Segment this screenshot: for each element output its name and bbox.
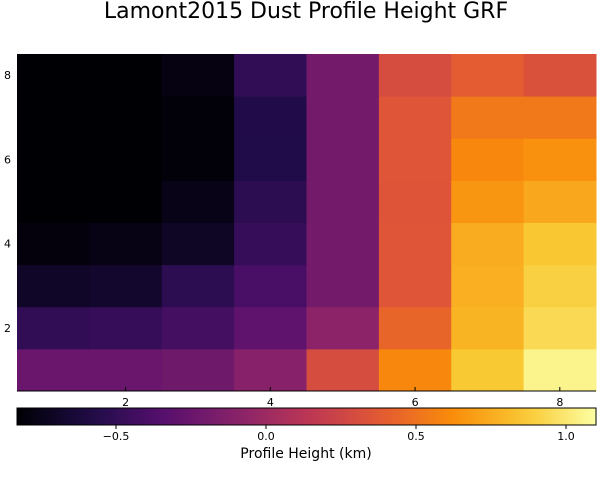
- heatmap-cell: [451, 54, 525, 97]
- heatmap-cell: [451, 264, 525, 308]
- heatmap-cell: [378, 222, 452, 266]
- heatmap-cell: [451, 222, 525, 266]
- colorbar-tick-label: −0.5: [103, 430, 130, 443]
- heatmap-cell: [451, 180, 525, 223]
- heatmap-cell: [234, 306, 307, 350]
- heatmap-cell: [161, 180, 235, 223]
- heatmap-cell: [306, 54, 380, 97]
- colorbar-tick-label: 0.5: [407, 430, 425, 443]
- heatmap-cell: [161, 54, 235, 97]
- heatmap-cell: [17, 54, 90, 97]
- chart-title: Lamont2015 Dust Profile Height GRF: [104, 0, 508, 24]
- heatmap-cell: [306, 264, 380, 308]
- colorbar-gradient: [16, 407, 597, 426]
- heatmap-cell: [89, 264, 163, 308]
- x-tick-label: 8: [556, 396, 563, 409]
- heatmap-cell: [378, 54, 452, 97]
- heatmap-cell: [17, 96, 90, 139]
- x-tick-label: 4: [267, 396, 274, 409]
- heatmap-cell: [451, 306, 525, 350]
- heatmap-cell: [523, 180, 597, 223]
- heatmap-cell: [306, 222, 380, 266]
- heatmap-cell: [378, 306, 452, 350]
- heatmap-cell: [89, 180, 163, 223]
- heatmap-cell: [306, 180, 380, 223]
- heatmap-cell: [451, 348, 525, 392]
- heatmap-cell: [523, 54, 597, 97]
- heatmap-cell: [89, 348, 163, 392]
- heatmap-cell: [378, 348, 452, 392]
- x-tick-label: 6: [412, 396, 419, 409]
- x-tick-label: 2: [122, 396, 129, 409]
- heatmap-cell: [306, 138, 380, 181]
- heatmap-cell: [523, 264, 597, 308]
- y-tick-label: 2: [4, 322, 11, 335]
- heatmap-cell: [89, 138, 163, 181]
- heatmap-cell: [17, 222, 90, 266]
- y-axis-ticks: 2 4 6 8: [4, 69, 11, 335]
- heatmap-cell: [378, 138, 452, 181]
- heatmap-cell: [523, 138, 597, 181]
- heatmap-cell: [306, 96, 380, 139]
- heatmap-cell: [234, 138, 307, 181]
- heatmap-cell: [89, 306, 163, 350]
- y-tick-label: 8: [4, 69, 11, 82]
- y-tick-label: 4: [4, 238, 11, 251]
- colorbar-tick-label: 0.0: [257, 430, 275, 443]
- heatmap-cell: [234, 180, 307, 223]
- heatmap-cell: [17, 138, 90, 181]
- colorbar-tick-label: 1.0: [557, 430, 575, 443]
- heatmap-cell: [89, 222, 163, 266]
- heatmap-cell: [161, 348, 235, 392]
- heatmap-cell: [161, 306, 235, 350]
- heatmap-cell: [523, 348, 597, 392]
- colorbar-label: Profile Height (km): [240, 446, 371, 462]
- heatmap-cell: [161, 138, 235, 181]
- x-axis-ticks: 2 4 6 8: [122, 387, 563, 409]
- colorbar-ticks: −0.5 0.0 0.5 1.0: [103, 425, 575, 443]
- heatmap-cell: [17, 306, 90, 350]
- heatmap-cell: [451, 96, 525, 139]
- heatmap-cell: [234, 96, 307, 139]
- heatmap-cell: [234, 222, 307, 266]
- heatmap-cell: [161, 222, 235, 266]
- heatmap-cell: [306, 348, 380, 392]
- heatmap-cell: [378, 264, 452, 308]
- heatmap-cell: [378, 180, 452, 223]
- heatmap-cell: [451, 138, 525, 181]
- colorbar: −0.5 0.0 0.5 1.0 Profile Height (km): [16, 407, 597, 462]
- heatmap-cell: [17, 264, 90, 308]
- heatmap-cell: [161, 264, 235, 308]
- y-tick-label: 6: [4, 153, 11, 166]
- heatmap-cell: [17, 180, 90, 223]
- heatmap-cell: [161, 96, 235, 139]
- heatmap-cell: [523, 222, 597, 266]
- heatmap-cell: [234, 264, 307, 308]
- heatmap-cells: [17, 54, 597, 392]
- heatmap-cell: [234, 54, 307, 97]
- heatmap-cell: [234, 348, 307, 392]
- heatmap-cell: [378, 96, 452, 139]
- heatmap-cell: [89, 54, 163, 97]
- heatmap-cell: [89, 96, 163, 139]
- heatmap-cell: [306, 306, 380, 350]
- heatmap-cell: [17, 348, 90, 392]
- heatmap-cell: [523, 96, 597, 139]
- heatmap-cell: [523, 306, 597, 350]
